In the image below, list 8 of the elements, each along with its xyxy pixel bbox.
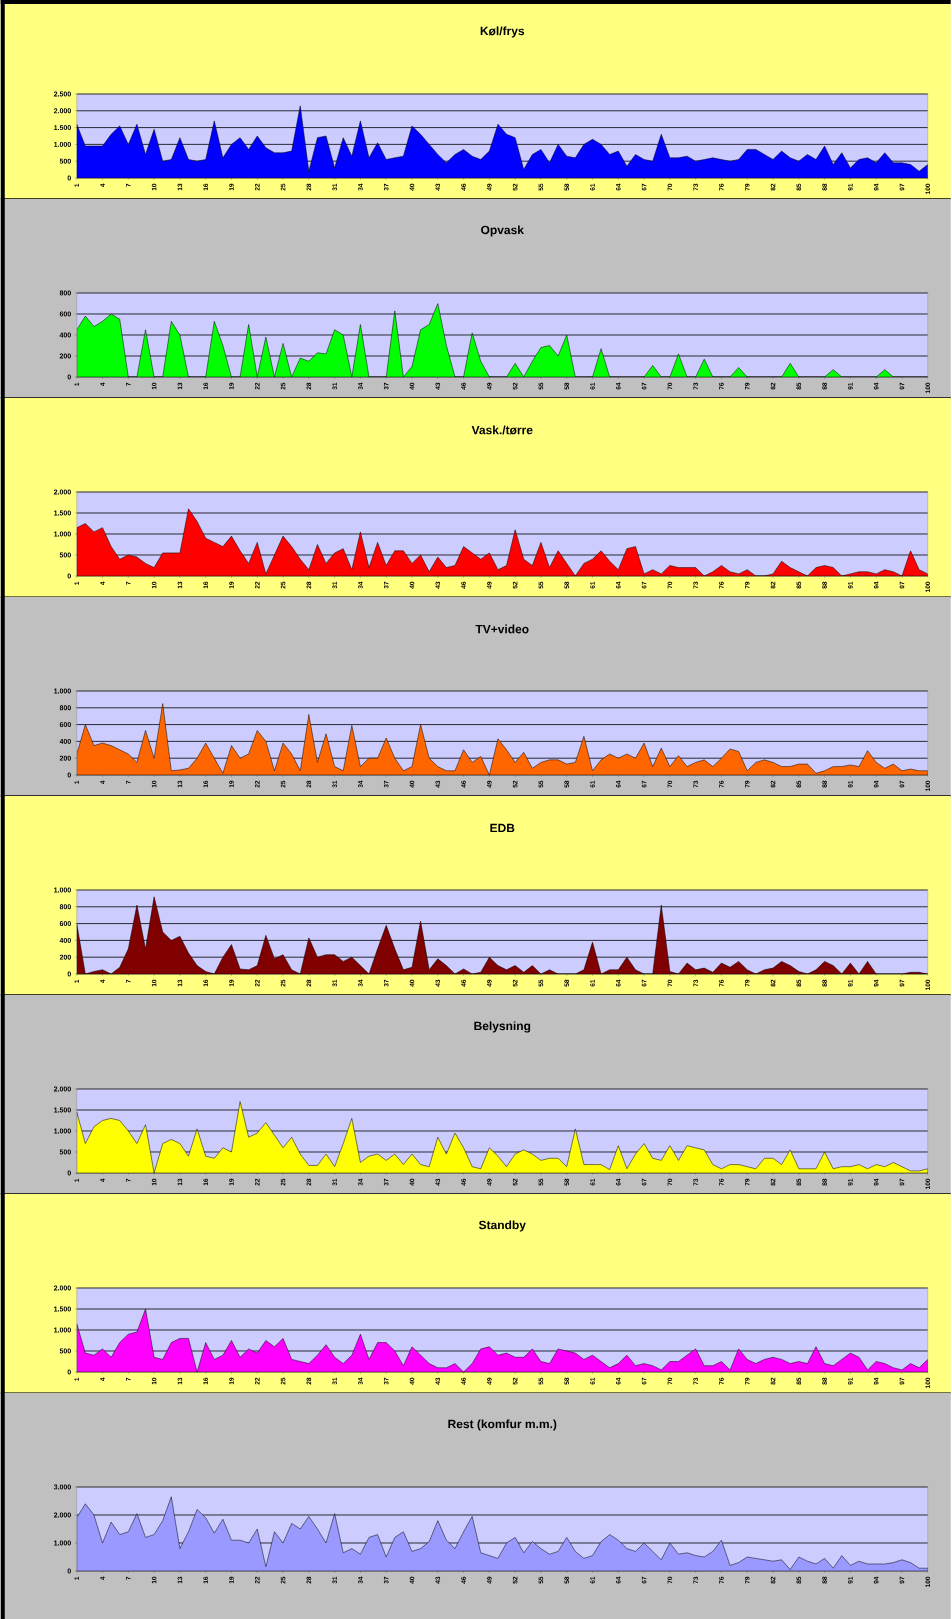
chart-title: Opvask — [481, 225, 525, 237]
chart-title: Vask./tørre — [471, 425, 533, 435]
chart-title: EDB — [490, 823, 515, 833]
chart-title: Rest (komfur m.m.) — [448, 1419, 557, 1431]
chart-title: Belysning — [474, 1021, 531, 1033]
chart-title: Standby — [479, 1220, 527, 1232]
chart-title: Køl/frys — [480, 26, 525, 38]
chart-title: TV+video — [475, 624, 529, 634]
